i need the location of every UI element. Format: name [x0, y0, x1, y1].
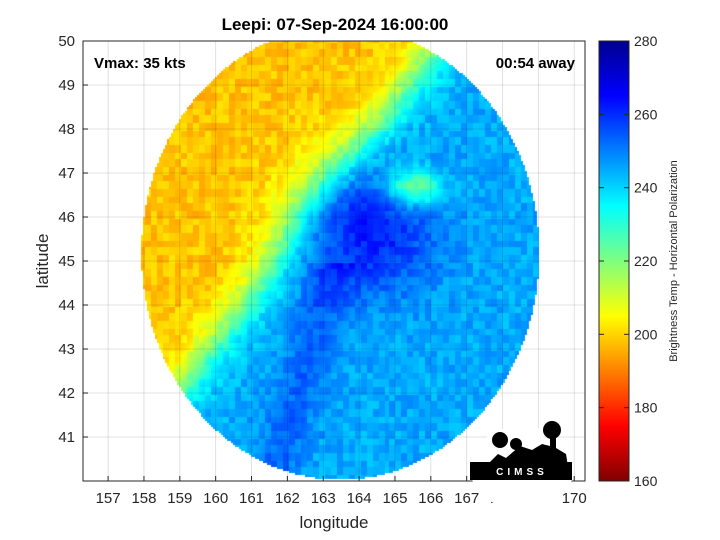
y-tick-label: 45: [58, 253, 75, 270]
y-axis-ticks: 41 42 43 44 45 46 47 48 49 50: [58, 33, 88, 446]
y-tick-label: 41: [58, 429, 75, 446]
x-tick-label: 167: [454, 490, 479, 507]
y-tick-label: 48: [58, 121, 75, 138]
x-axis-label: longitude: [299, 513, 368, 532]
plot-area: 1571581591601611621631641651661671681691…: [58, 33, 587, 510]
colorbar-tick-label: 220: [634, 253, 658, 269]
logo-text: CIMSS: [496, 467, 548, 478]
x-tick-label: 157: [96, 490, 121, 507]
colorbar-tick-label: 160: [634, 473, 658, 489]
x-tick-label: 160: [203, 490, 228, 507]
y-tick-label: 43: [58, 341, 75, 358]
logo-tower-stem: [551, 430, 554, 464]
colorbar-tick-label: 180: [634, 400, 658, 416]
y-tick-label: 44: [58, 297, 75, 314]
colorbar: 160 180 200 220 240 260 280 Brightness Temp - …: [598, 33, 680, 489]
x-tick-label: 159: [167, 490, 192, 507]
time-away-annotation: 00:54 away: [496, 55, 576, 72]
x-tick-label: 166: [418, 490, 443, 507]
x-tick-label: 161: [239, 490, 264, 507]
x-tick-label: 164: [347, 490, 372, 507]
y-tick-label: 47: [58, 165, 75, 182]
y-axis-label: latitude: [33, 234, 52, 289]
logo-dish-left: [492, 432, 508, 448]
grid-lines: [83, 40, 585, 481]
colorbar-label: Brightness Temp - Horizontal Polarizatio…: [668, 160, 680, 362]
colorbar-ticks: 160 180 200 220 240 260 280: [599, 33, 658, 489]
colorbar-tick-label: 200: [634, 326, 658, 342]
colorbar-tick-label: 240: [634, 180, 658, 196]
brightness-temperature-swath: [83, 41, 585, 481]
x-tick-label: 163: [311, 490, 336, 507]
y-tick-label: 49: [58, 77, 75, 94]
cimss-logo: CIMSS: [470, 421, 574, 510]
colorbar-tick-label: 280: [634, 33, 658, 49]
logo-dish-right: [510, 438, 522, 450]
y-tick-label: 46: [58, 209, 75, 226]
x-tick-label: 158: [131, 490, 156, 507]
colorbar-tick-label: 260: [634, 106, 658, 122]
logo-water-tower: [543, 421, 561, 439]
x-tick-label: 162: [275, 490, 300, 507]
y-tick-label: 42: [58, 385, 75, 402]
y-tick-label: 50: [58, 33, 75, 50]
chart-title: Leepi: 07-Sep-2024 16:00:00: [222, 15, 449, 34]
x-tick-label: 165: [382, 490, 407, 507]
logo-banner: [470, 462, 572, 480]
x-tick-label: 170: [562, 490, 587, 507]
vmax-annotation: Vmax: 35 kts: [94, 55, 186, 72]
